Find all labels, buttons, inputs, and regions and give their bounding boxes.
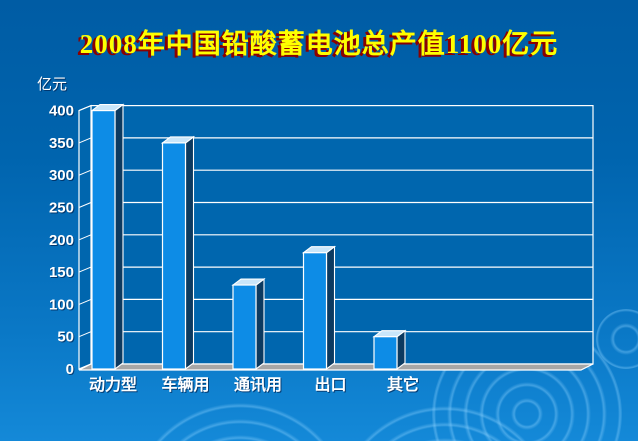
bar-front-face bbox=[161, 142, 187, 370]
bar-side-face bbox=[255, 277, 265, 371]
axis-tick bbox=[78, 137, 92, 144]
bar-front-face bbox=[232, 284, 257, 370]
x-category-label: 其它 bbox=[387, 375, 419, 394]
y-axis-unit-label: 亿元 bbox=[37, 76, 68, 93]
axis-tick bbox=[78, 266, 92, 273]
x-category-label: 动力型 bbox=[89, 375, 137, 394]
chart-floor bbox=[78, 363, 594, 371]
y-tick-label: 150 bbox=[49, 264, 74, 281]
y-tick-label: 50 bbox=[57, 329, 74, 346]
y-tick-label: 400 bbox=[49, 103, 74, 120]
bar-front-face bbox=[373, 336, 398, 370]
x-category-label: 通讯用 bbox=[234, 376, 282, 394]
bar-front-face bbox=[302, 252, 328, 370]
axis-tick bbox=[78, 331, 92, 338]
y-tick-label: 100 bbox=[49, 296, 74, 313]
bar-side-face bbox=[114, 103, 124, 371]
axis-tick bbox=[78, 105, 92, 112]
y-tick-label: 0 bbox=[66, 361, 74, 378]
y-tick-label: 350 bbox=[49, 135, 74, 152]
bar-side-face bbox=[184, 135, 195, 371]
y-tick-label: 300 bbox=[49, 167, 74, 184]
y-tick-label: 200 bbox=[49, 232, 74, 249]
slide-title: 2008年中国铅酸蓄电池总产值1100亿元 bbox=[79, 29, 559, 59]
y-tick-label: 250 bbox=[49, 200, 74, 217]
bar-front-face bbox=[91, 109, 116, 370]
axis-tick bbox=[78, 169, 92, 176]
x-category-label: 出口 bbox=[314, 375, 346, 394]
axis-tick bbox=[78, 298, 92, 305]
axis-tick bbox=[78, 234, 92, 241]
axis-tick bbox=[78, 202, 92, 208]
bar-side-face bbox=[325, 245, 336, 371]
x-category-label: 车辆用 bbox=[161, 375, 209, 394]
